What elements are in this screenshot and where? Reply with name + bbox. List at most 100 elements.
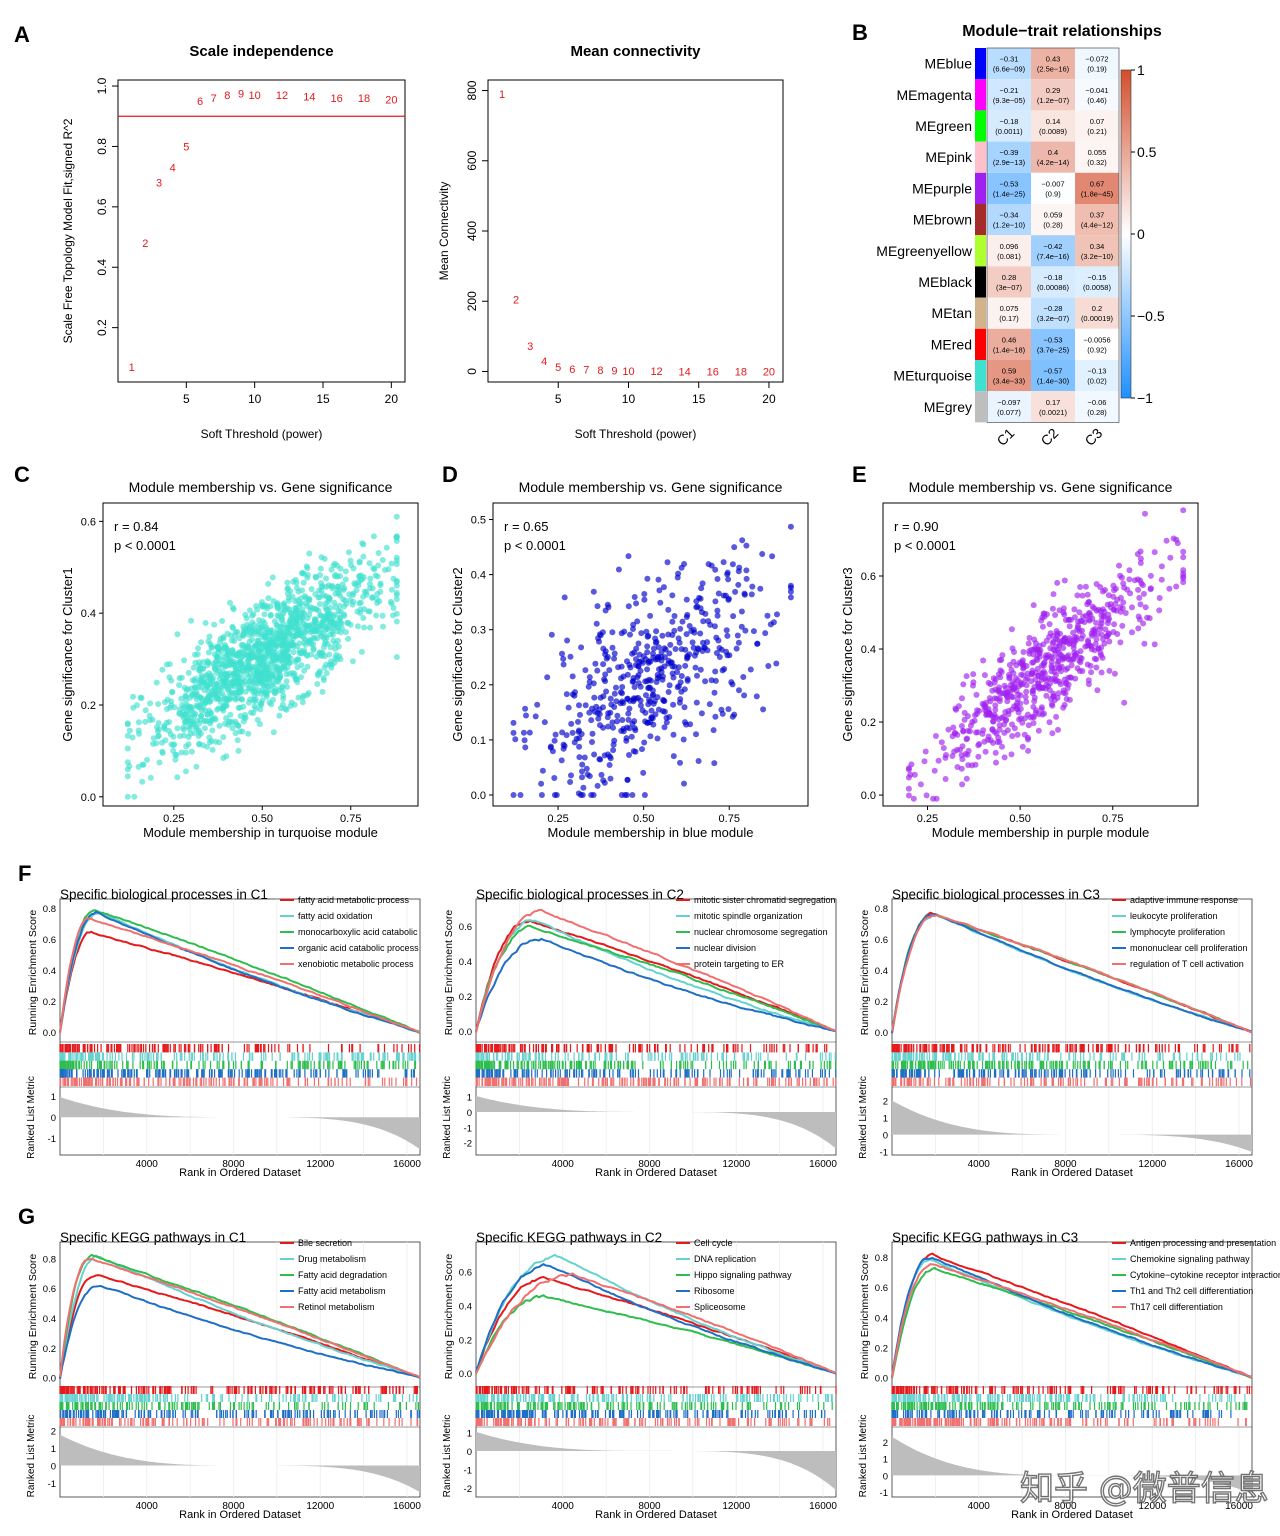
data-point bbox=[998, 669, 1005, 675]
data-point bbox=[393, 534, 400, 541]
data-point bbox=[693, 731, 699, 738]
data-point bbox=[126, 763, 133, 770]
data-point bbox=[623, 792, 630, 798]
data-point bbox=[1094, 687, 1101, 694]
data-point bbox=[641, 596, 648, 603]
data-point bbox=[560, 661, 567, 668]
data-point bbox=[647, 677, 654, 684]
data-point bbox=[183, 749, 189, 756]
data-point bbox=[644, 719, 651, 726]
data-point bbox=[1120, 580, 1127, 587]
data-point bbox=[595, 715, 602, 722]
data-point bbox=[274, 605, 281, 612]
cell-pvalue: (0.92) bbox=[1087, 345, 1107, 354]
data-point bbox=[627, 664, 634, 671]
data-point bbox=[974, 729, 981, 736]
data-point bbox=[567, 653, 574, 660]
power-point-label: 8 bbox=[224, 90, 230, 102]
data-point bbox=[705, 618, 712, 625]
data-point bbox=[607, 709, 614, 716]
x-axis-label: Soft Threshold (power) bbox=[575, 427, 697, 441]
data-point bbox=[684, 655, 690, 662]
data-point bbox=[317, 572, 323, 579]
data-point bbox=[619, 684, 626, 690]
power-point-label: 9 bbox=[238, 89, 244, 101]
y-tick-label: 200 bbox=[465, 291, 479, 311]
data-point bbox=[917, 781, 924, 788]
data-point bbox=[245, 730, 252, 737]
data-point bbox=[1020, 672, 1027, 679]
data-point bbox=[1046, 621, 1053, 628]
y-tick-label: 800 bbox=[465, 80, 479, 100]
data-point bbox=[610, 724, 616, 731]
data-point bbox=[193, 763, 200, 770]
data-point bbox=[312, 573, 319, 580]
data-point bbox=[973, 710, 980, 717]
data-point bbox=[738, 608, 745, 615]
data-point bbox=[672, 646, 679, 652]
data-point bbox=[216, 739, 223, 746]
data-point bbox=[242, 711, 249, 718]
data-point bbox=[960, 681, 967, 688]
data-point bbox=[579, 768, 585, 775]
data-point bbox=[240, 718, 247, 725]
data-point bbox=[733, 645, 740, 652]
data-point bbox=[273, 678, 280, 684]
data-point bbox=[641, 591, 648, 597]
data-point bbox=[330, 619, 337, 626]
data-point bbox=[1049, 640, 1056, 647]
data-point bbox=[1001, 721, 1007, 728]
data-point bbox=[981, 672, 988, 679]
metric-tick-label: 1 bbox=[51, 1092, 56, 1103]
legend-label: mitotic spindle organization bbox=[694, 911, 803, 921]
cell-correlation: 0.67 bbox=[1090, 179, 1105, 188]
y-tick-label: 0.2 bbox=[861, 717, 876, 729]
data-point bbox=[1170, 535, 1177, 542]
data-point bbox=[257, 701, 264, 708]
data-point bbox=[681, 704, 688, 711]
data-point bbox=[1147, 572, 1154, 579]
data-point bbox=[183, 768, 189, 775]
data-point bbox=[1098, 652, 1105, 659]
data-point bbox=[361, 588, 368, 595]
data-point bbox=[290, 649, 297, 656]
data-point bbox=[743, 542, 750, 549]
module-color-swatch bbox=[975, 328, 986, 360]
data-point bbox=[713, 650, 720, 656]
data-point bbox=[319, 688, 326, 695]
data-point bbox=[1035, 727, 1042, 734]
data-point bbox=[698, 710, 705, 717]
data-point bbox=[367, 624, 373, 631]
data-point bbox=[748, 591, 755, 598]
data-point bbox=[715, 637, 722, 644]
data-point bbox=[648, 714, 655, 720]
module-label: MEmagenta bbox=[897, 87, 973, 103]
pvalue-annotation: p < 0.0001 bbox=[114, 538, 176, 553]
module-color-swatch bbox=[975, 141, 986, 173]
data-point bbox=[682, 662, 689, 669]
data-point bbox=[653, 679, 660, 685]
data-point bbox=[286, 629, 293, 636]
x-tick-label: 5 bbox=[555, 392, 562, 406]
data-point bbox=[764, 612, 771, 619]
data-point bbox=[146, 712, 153, 719]
data-point bbox=[1180, 567, 1187, 574]
data-point bbox=[1063, 679, 1070, 686]
data-point bbox=[350, 565, 357, 572]
data-point bbox=[1023, 682, 1030, 689]
legend-label: fatty acid metabolic process bbox=[298, 895, 410, 905]
heatmap-cell bbox=[1075, 110, 1119, 142]
data-point bbox=[591, 694, 598, 701]
data-point bbox=[759, 551, 766, 557]
data-point bbox=[379, 557, 386, 563]
data-point bbox=[229, 725, 236, 732]
data-point bbox=[1034, 652, 1041, 659]
data-point bbox=[300, 570, 307, 577]
data-point bbox=[607, 695, 614, 702]
data-point bbox=[990, 718, 996, 725]
data-point bbox=[260, 682, 267, 689]
module-color-swatch bbox=[975, 297, 986, 329]
data-point bbox=[190, 710, 197, 716]
data-point bbox=[563, 691, 570, 698]
